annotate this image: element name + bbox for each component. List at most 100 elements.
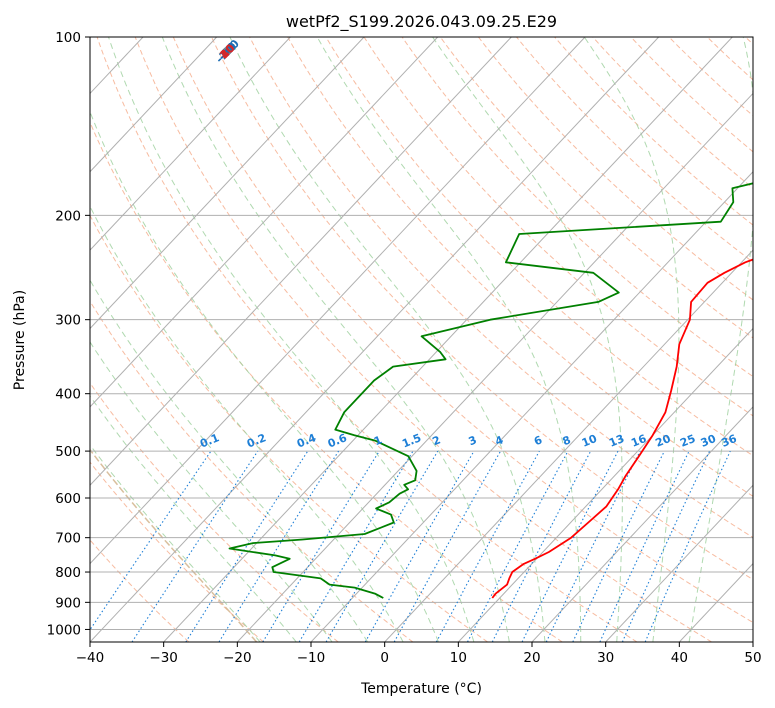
dry-adiabat: [90, 121, 563, 642]
x-tick-label: −20: [223, 650, 252, 666]
dry-adiabat: [478, 37, 753, 301]
dry-adiabat: [592, 37, 753, 189]
moist-adiabat: [90, 205, 404, 642]
isotherm-line: [0, 37, 69, 642]
dry-adiabat: [554, 37, 753, 226]
mixing-ratio-label: 36: [720, 432, 739, 450]
mixing-ratio-label: 0.6: [326, 431, 349, 450]
mixing-ratio-label: 13: [607, 432, 626, 450]
dry-adiabat: [439, 37, 753, 339]
background-lines: [0, 37, 753, 642]
mixing-ratio-label: 25: [678, 432, 697, 450]
mixing-ratio-line: [467, 450, 569, 642]
isotherm-line: [752, 641, 753, 642]
mixing-ratio-line: [644, 450, 731, 642]
moist-adiabat: [688, 37, 753, 642]
dry-adiabat: [90, 539, 190, 642]
isotherm-line: [457, 327, 753, 642]
mixing-ratio-label: 8: [561, 433, 573, 448]
y-tick-label: 800: [55, 565, 81, 581]
moist-adiabat: [229, 37, 546, 642]
isotherm-line: [90, 37, 586, 565]
mixing-ratio-label: 30: [699, 432, 718, 450]
mixing-ratio-label: 0.2: [245, 431, 268, 450]
isotherm-line: [90, 37, 439, 408]
dry-adiabat: [706, 37, 753, 81]
isotherm-line: [605, 484, 753, 642]
isotherm-line: [531, 406, 753, 642]
mixing-ratio-line: [298, 450, 414, 642]
isotherm-line: [384, 249, 753, 642]
dewpoint-line: [228, 182, 753, 599]
mixing-ratio-line: [599, 450, 690, 642]
y-tick-label: 100: [55, 30, 81, 46]
mixing-ratio-label: 0.1: [198, 431, 221, 450]
x-tick-label: 20: [523, 650, 540, 666]
mixing-ratio-line: [393, 450, 502, 642]
isotherm-line: [90, 37, 512, 486]
reference-curve: [90, 448, 258, 642]
mixing-ratio-label: 6: [532, 433, 544, 448]
dry-adiabat: [516, 37, 753, 263]
isotherm-line: [678, 562, 753, 642]
x-tick-label: 0: [380, 650, 389, 666]
dry-adiabat: [211, 37, 753, 581]
x-tick-label: −10: [297, 650, 326, 666]
y-axis-label: Pressure (hPa): [12, 290, 28, 390]
moist-adiabat: [161, 37, 510, 642]
mixing-ratio-line: [435, 450, 540, 642]
mixing-ratio-label: 16: [629, 432, 648, 450]
y-tick-label: 400: [55, 387, 81, 403]
profiles: [228, 182, 753, 599]
isotherm-line: [90, 37, 291, 251]
x-tick-label: −40: [76, 650, 105, 666]
x-tick-label: 40: [671, 650, 688, 666]
dry-adiabat: [90, 214, 488, 642]
mixing-ratio-line: [262, 450, 380, 642]
dry-adiabat: [744, 37, 753, 45]
x-tick-label: −30: [149, 650, 178, 666]
mixing-ratio-line: [90, 450, 212, 631]
x-tick-label: 30: [597, 650, 614, 666]
mixing-ratio-line: [621, 450, 711, 642]
x-tick-label: 50: [744, 650, 761, 666]
y-tick-label: 1000: [47, 622, 81, 638]
mixing-ratio-line: [218, 450, 340, 642]
dry-adiabat: [90, 382, 339, 642]
mixing-ratio-line: [325, 450, 439, 642]
isotherm-line: [90, 37, 660, 642]
dry-adiabat: [668, 37, 753, 117]
moist-adiabat: [90, 395, 297, 642]
dry-adiabat: [363, 37, 753, 417]
moist-adiabat: [90, 279, 369, 642]
dry-adiabat: [287, 37, 753, 497]
mixing-ratio-label: 20: [654, 432, 673, 450]
temperature-line: [491, 258, 753, 599]
mixing-ratio-label: 3: [467, 433, 479, 448]
y-tick-label: 300: [55, 313, 81, 329]
moist-adiabat: [90, 341, 333, 642]
y-tick-label: 500: [55, 444, 81, 460]
mixing-ratio-label: 10: [580, 432, 599, 450]
mixing-ratio-line: [572, 450, 665, 642]
chart-title: wetPf2_S199.2026.043.09.25.E29: [286, 12, 557, 32]
dry-adiabat: [172, 37, 753, 624]
moist-adiabat: [90, 110, 439, 642]
y-tick-label: 900: [55, 595, 81, 611]
x-axis-label: Temperature (°C): [360, 681, 482, 697]
isotherm-line: [90, 37, 365, 330]
isotherm-line: [90, 37, 218, 173]
plot-frame: [89, 36, 754, 643]
mixing-ratio-line: [185, 450, 309, 642]
dry-adiabat: [90, 300, 414, 642]
axis-ticks: −40 −30 −20 −10 0 10 20 30 40 5010020030040050060…: [47, 30, 762, 666]
y-tick-label: 700: [55, 531, 81, 547]
dry-adiabat: [96, 37, 638, 642]
x-tick-label: 10: [450, 650, 467, 666]
isotherm-line: [236, 92, 753, 642]
mixing-ratio-line: [364, 450, 475, 642]
mixing-ratio-line: [545, 450, 641, 642]
isotherm-line: [163, 37, 733, 642]
moist-adiabat: [316, 37, 582, 642]
